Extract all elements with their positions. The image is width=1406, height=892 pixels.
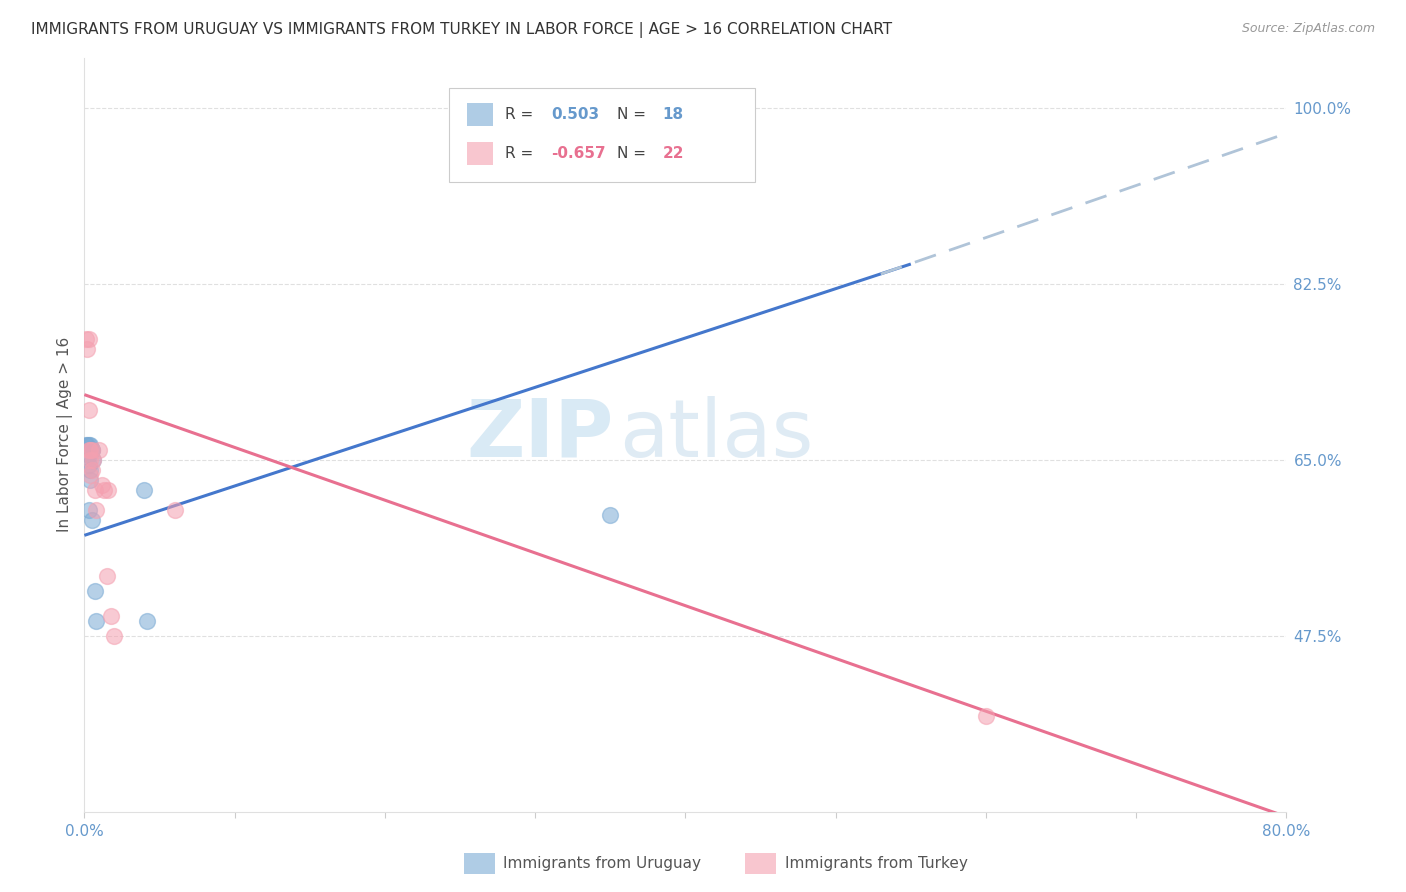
Point [163,503,186,517]
Text: 0.503: 0.503 [551,107,599,122]
Point [76,343,98,357]
Point [599,508,621,523]
Point [974,709,997,723]
Point [77,448,100,462]
Text: Immigrants from Uruguay: Immigrants from Uruguay [503,856,702,871]
Bar [467,103,494,126]
Point [76,438,98,452]
Point [75,438,97,452]
FancyBboxPatch shape [449,88,755,182]
Text: -0.657: -0.657 [551,146,606,161]
Point [79,468,101,483]
Text: ZIP: ZIP [465,396,613,474]
Text: 22: 22 [662,146,685,161]
Text: IMMIGRANTS FROM URUGUAY VS IMMIGRANTS FROM TURKEY IN LABOR FORCE | AGE > 16 CORR: IMMIGRANTS FROM URUGUAY VS IMMIGRANTS FR… [31,22,891,38]
Bar [467,143,494,165]
Point [86,614,108,628]
Text: R =: R = [505,146,538,161]
Point [77,442,100,457]
Point [80,442,103,457]
Text: N =: N = [617,107,651,122]
Point [103,629,125,643]
Point [77,458,100,472]
Point [134,483,156,497]
Text: Source: ZipAtlas.com: Source: ZipAtlas.com [1241,22,1375,36]
Point [93,483,115,497]
Point [80,513,103,527]
Point [83,483,105,497]
Point [79,463,101,477]
Text: Immigrants from Turkey: Immigrants from Turkey [785,856,967,871]
Point [97,483,120,497]
Point [77,402,100,417]
Text: atlas: atlas [619,396,814,474]
Point [82,453,104,467]
Point [83,583,105,598]
Y-axis label: In Labor Force | Age > 16: In Labor Force | Age > 16 [58,337,73,533]
Point [136,614,159,628]
Text: R =: R = [505,107,538,122]
Point [91,478,114,492]
Point [80,442,103,457]
Point [79,453,101,467]
Point [80,463,103,477]
Point [77,332,100,346]
Text: 18: 18 [662,107,683,122]
Point [79,438,101,452]
Text: N =: N = [617,146,651,161]
Point [82,453,104,467]
Point [75,332,97,346]
Point [80,442,103,457]
Point [77,438,100,452]
Point [79,442,101,457]
Point [96,568,118,582]
Point [79,473,101,487]
Point [100,608,122,623]
Point [86,503,108,517]
Point [77,503,100,517]
Point [89,442,111,457]
